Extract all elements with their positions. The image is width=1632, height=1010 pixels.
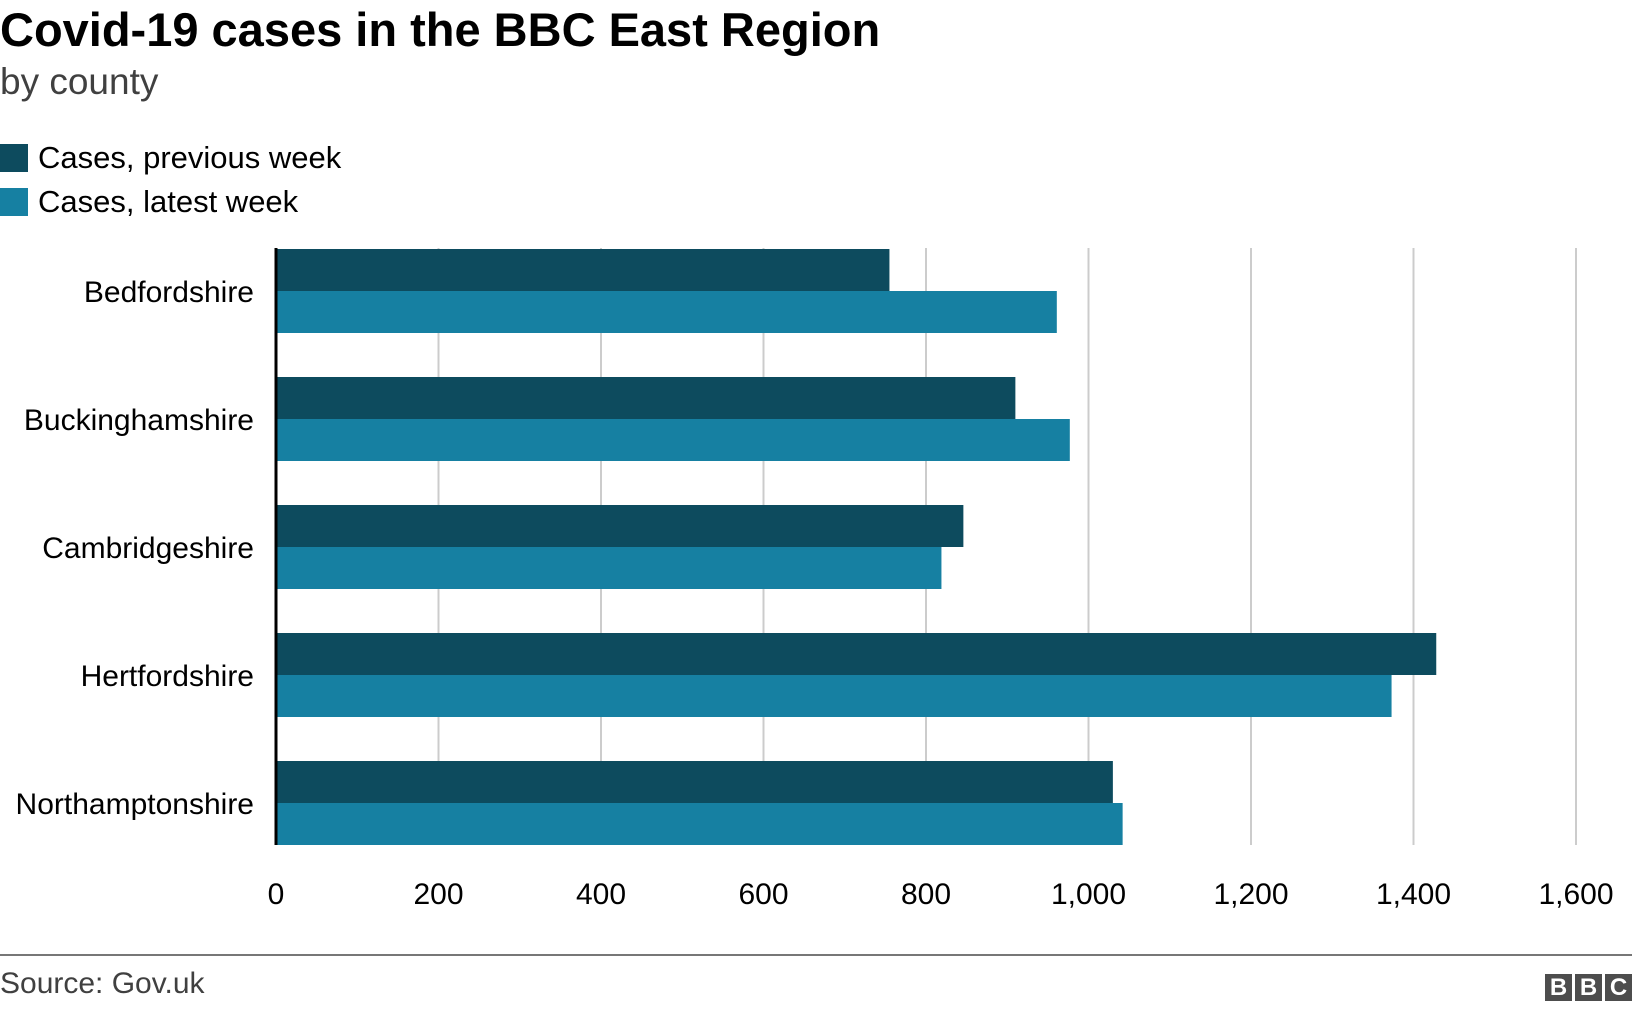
legend: Cases, previous week Cases, latest week: [0, 136, 341, 224]
legend-swatch-previous-week: [0, 144, 28, 172]
category-label: Northamptonshire: [16, 788, 254, 821]
legend-label-previous-week: Cases, previous week: [38, 140, 342, 175]
category-label: Cambridgeshire: [42, 532, 254, 565]
legend-swatch-latest-week: [0, 188, 28, 216]
chart-subtitle: by county: [0, 61, 159, 102]
x-tick-label: 1,000: [1051, 878, 1126, 911]
x-tick-label: 1,200: [1213, 878, 1288, 911]
footer-divider: [0, 954, 1632, 956]
category-label: Buckinghamshire: [24, 404, 254, 437]
x-tick-label: 200: [413, 878, 463, 911]
bar-latest-week: [276, 547, 942, 589]
x-tick-label: 1,600: [1538, 878, 1613, 911]
category-label: Bedfordshire: [84, 276, 254, 309]
x-tick-label: 400: [576, 878, 626, 911]
bar-previous-week: [276, 761, 1113, 803]
bbc-logo: B B C: [1545, 974, 1632, 1001]
bbc-logo-letter: C: [1605, 974, 1632, 1001]
bbc-logo-letter: B: [1575, 974, 1602, 1001]
bar-previous-week: [276, 633, 1437, 675]
chart-title: Covid-19 cases in the BBC East Region: [0, 3, 881, 56]
bar-previous-week: [276, 249, 890, 291]
x-tick-label: 0: [268, 878, 285, 911]
bbc-logo-letter: B: [1545, 974, 1572, 1001]
x-tick-label: 600: [738, 878, 788, 911]
bar-latest-week: [276, 803, 1123, 845]
bar-latest-week: [276, 291, 1057, 333]
legend-item-latest-week: Cases, latest week: [0, 180, 341, 224]
x-tick-label: 1,400: [1376, 878, 1451, 911]
x-tick-label: 800: [901, 878, 951, 911]
bar-previous-week: [276, 377, 1016, 419]
bar-latest-week: [276, 419, 1070, 461]
bar-latest-week: [276, 675, 1392, 717]
legend-item-previous-week: Cases, previous week: [0, 136, 341, 180]
legend-label-latest-week: Cases, latest week: [38, 184, 299, 219]
source-note: Source: Gov.uk: [0, 967, 205, 1000]
bar-previous-week: [276, 505, 964, 547]
bar-chart: Bedfordshire Buckinghamshire Cambridgeshir…: [16, 248, 1614, 911]
category-label: Hertfordshire: [81, 660, 254, 693]
